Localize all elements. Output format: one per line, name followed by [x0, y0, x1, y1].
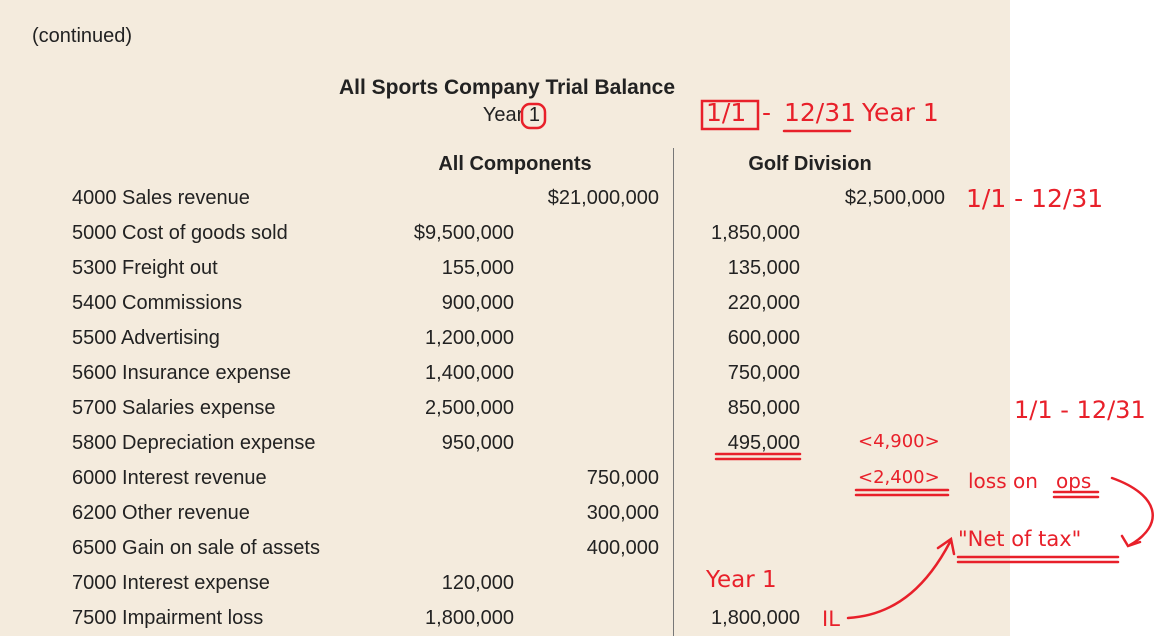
- golf-division-debit: 600,000: [727, 327, 800, 349]
- golf-division-debit: 1,800,000: [711, 607, 800, 629]
- period-box-mark: [700, 99, 760, 131]
- all-components-debit: 155,000: [441, 257, 514, 279]
- annotation-period-start: 1/1: [706, 98, 747, 127]
- golf-division-debit: 750,000: [727, 362, 800, 384]
- column-divider: [673, 148, 674, 636]
- table-row: 7000 Interest expense 120,000: [0, 571, 1010, 606]
- golf-division-debit: 850,000: [727, 397, 800, 419]
- annotation-period-end: 12/31: [784, 98, 857, 127]
- account-name: 6200 Other revenue: [72, 502, 250, 524]
- account-name: 5500 Advertising: [72, 327, 220, 349]
- account-name: 5800 Depreciation expense: [72, 432, 316, 454]
- annotation-right-period: 1/1 - 12/31: [1014, 396, 1146, 424]
- trial-balance-sheet: (continued) All Sports Company Trial Bal…: [0, 0, 1010, 636]
- table-row: 5300 Freight out 155,000 135,000: [0, 256, 1010, 291]
- annotation-period-dash: -: [762, 98, 772, 127]
- account-name: 4000 Sales revenue: [72, 187, 250, 209]
- table-row: 6500 Gain on sale of assets 400,000: [0, 536, 1010, 571]
- annotation-net-of-tax: "Net of tax": [958, 527, 1082, 551]
- account-name: 6000 Interest revenue: [72, 467, 267, 489]
- annotation-sales-period: 1/1 - 12/31: [966, 184, 1104, 213]
- table-row: 5000 Cost of goods sold $9,500,000 1,850,0…: [0, 221, 1010, 256]
- annotation-year-1: Year 1: [706, 567, 777, 593]
- all-components-debit: 900,000: [441, 292, 514, 314]
- account-name: 5000 Cost of goods sold: [72, 222, 288, 244]
- all-components-credit: $21,000,000: [547, 187, 659, 209]
- table-row: 5600 Insurance expense 1,400,000 750,000: [0, 361, 1010, 396]
- golf-division-debit: 220,000: [727, 292, 800, 314]
- golf-division-debit: 495,000: [727, 432, 800, 454]
- annotation-loss-label: loss on: [968, 469, 1038, 493]
- account-name: 6500 Gain on sale of assets: [72, 537, 320, 559]
- table-row: 5700 Salaries expense 2,500,000 850,000: [0, 396, 1010, 431]
- account-name: 5400 Commissions: [72, 292, 243, 314]
- annotation-il: IL: [822, 607, 840, 631]
- account-name: 5700 Salaries expense: [72, 397, 276, 419]
- annotation-loss-ops: ops: [1056, 469, 1092, 493]
- all-components-debit: 1,800,000: [425, 607, 514, 629]
- annotation-net-loss: <2,400>: [858, 467, 940, 488]
- annotation-period-year: Year 1: [862, 98, 939, 127]
- curve-arrow-ops-to-tax: [1110, 476, 1154, 547]
- table-row: 5500 Advertising 1,200,000 600,000: [0, 326, 1010, 361]
- all-components-credit: 300,000: [586, 502, 659, 524]
- all-components-debit: $9,500,000: [413, 222, 514, 244]
- page-title: All Sports Company Trial Balance: [338, 76, 676, 99]
- all-components-credit: 750,000: [586, 467, 659, 489]
- table-row: 6200 Other revenue 300,000: [0, 501, 1010, 536]
- column-header-all-components: All Components: [438, 153, 592, 175]
- continued-label: (continued): [32, 25, 133, 47]
- curve-arrow-head-1: [1120, 534, 1142, 548]
- golf-division-debit: 1,850,000: [711, 222, 800, 244]
- arrow-il-to-tax: [846, 540, 952, 620]
- golf-division-debit: 135,000: [727, 257, 800, 279]
- all-components-debit: 2,500,000: [425, 397, 514, 419]
- column-header-golf-division: Golf Division: [748, 153, 872, 175]
- year-circle-mark: [520, 102, 547, 130]
- year-label: Year 1: [482, 104, 540, 126]
- account-name: 7000 Interest expense: [72, 572, 270, 594]
- arrow-head-2: [936, 536, 956, 556]
- all-components-debit: 120,000: [441, 572, 514, 594]
- table-row: 5800 Depreciation expense 950,000 495,000: [0, 431, 1010, 466]
- all-components-credit: 400,000: [586, 537, 659, 559]
- account-name: 5300 Freight out: [72, 257, 218, 279]
- account-name: 5600 Insurance expense: [72, 362, 292, 384]
- account-name: 7500 Impairment loss: [72, 607, 264, 629]
- golf-division-credit: $2,500,000: [844, 187, 945, 209]
- table-row: 5400 Commissions 900,000 220,000: [0, 291, 1010, 326]
- table-row: 6000 Interest revenue 750,000: [0, 466, 1010, 501]
- table-row: 4000 Sales revenue $21,000,000 $2,500,000: [0, 186, 1010, 221]
- all-components-debit: 1,200,000: [425, 327, 514, 349]
- all-components-debit: 1,400,000: [425, 362, 514, 384]
- annotation-loss-amount: <4,900>: [858, 431, 940, 452]
- all-components-debit: 950,000: [441, 432, 514, 454]
- table-row: 7500 Impairment loss 1,800,000 1,800,000: [0, 606, 1010, 641]
